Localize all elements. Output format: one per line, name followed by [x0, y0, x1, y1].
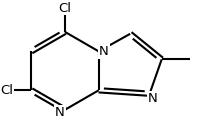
- Text: N: N: [148, 92, 158, 105]
- Text: N: N: [55, 106, 65, 119]
- Text: Cl: Cl: [58, 2, 71, 15]
- Text: N: N: [99, 45, 109, 58]
- Text: Cl: Cl: [1, 84, 14, 97]
